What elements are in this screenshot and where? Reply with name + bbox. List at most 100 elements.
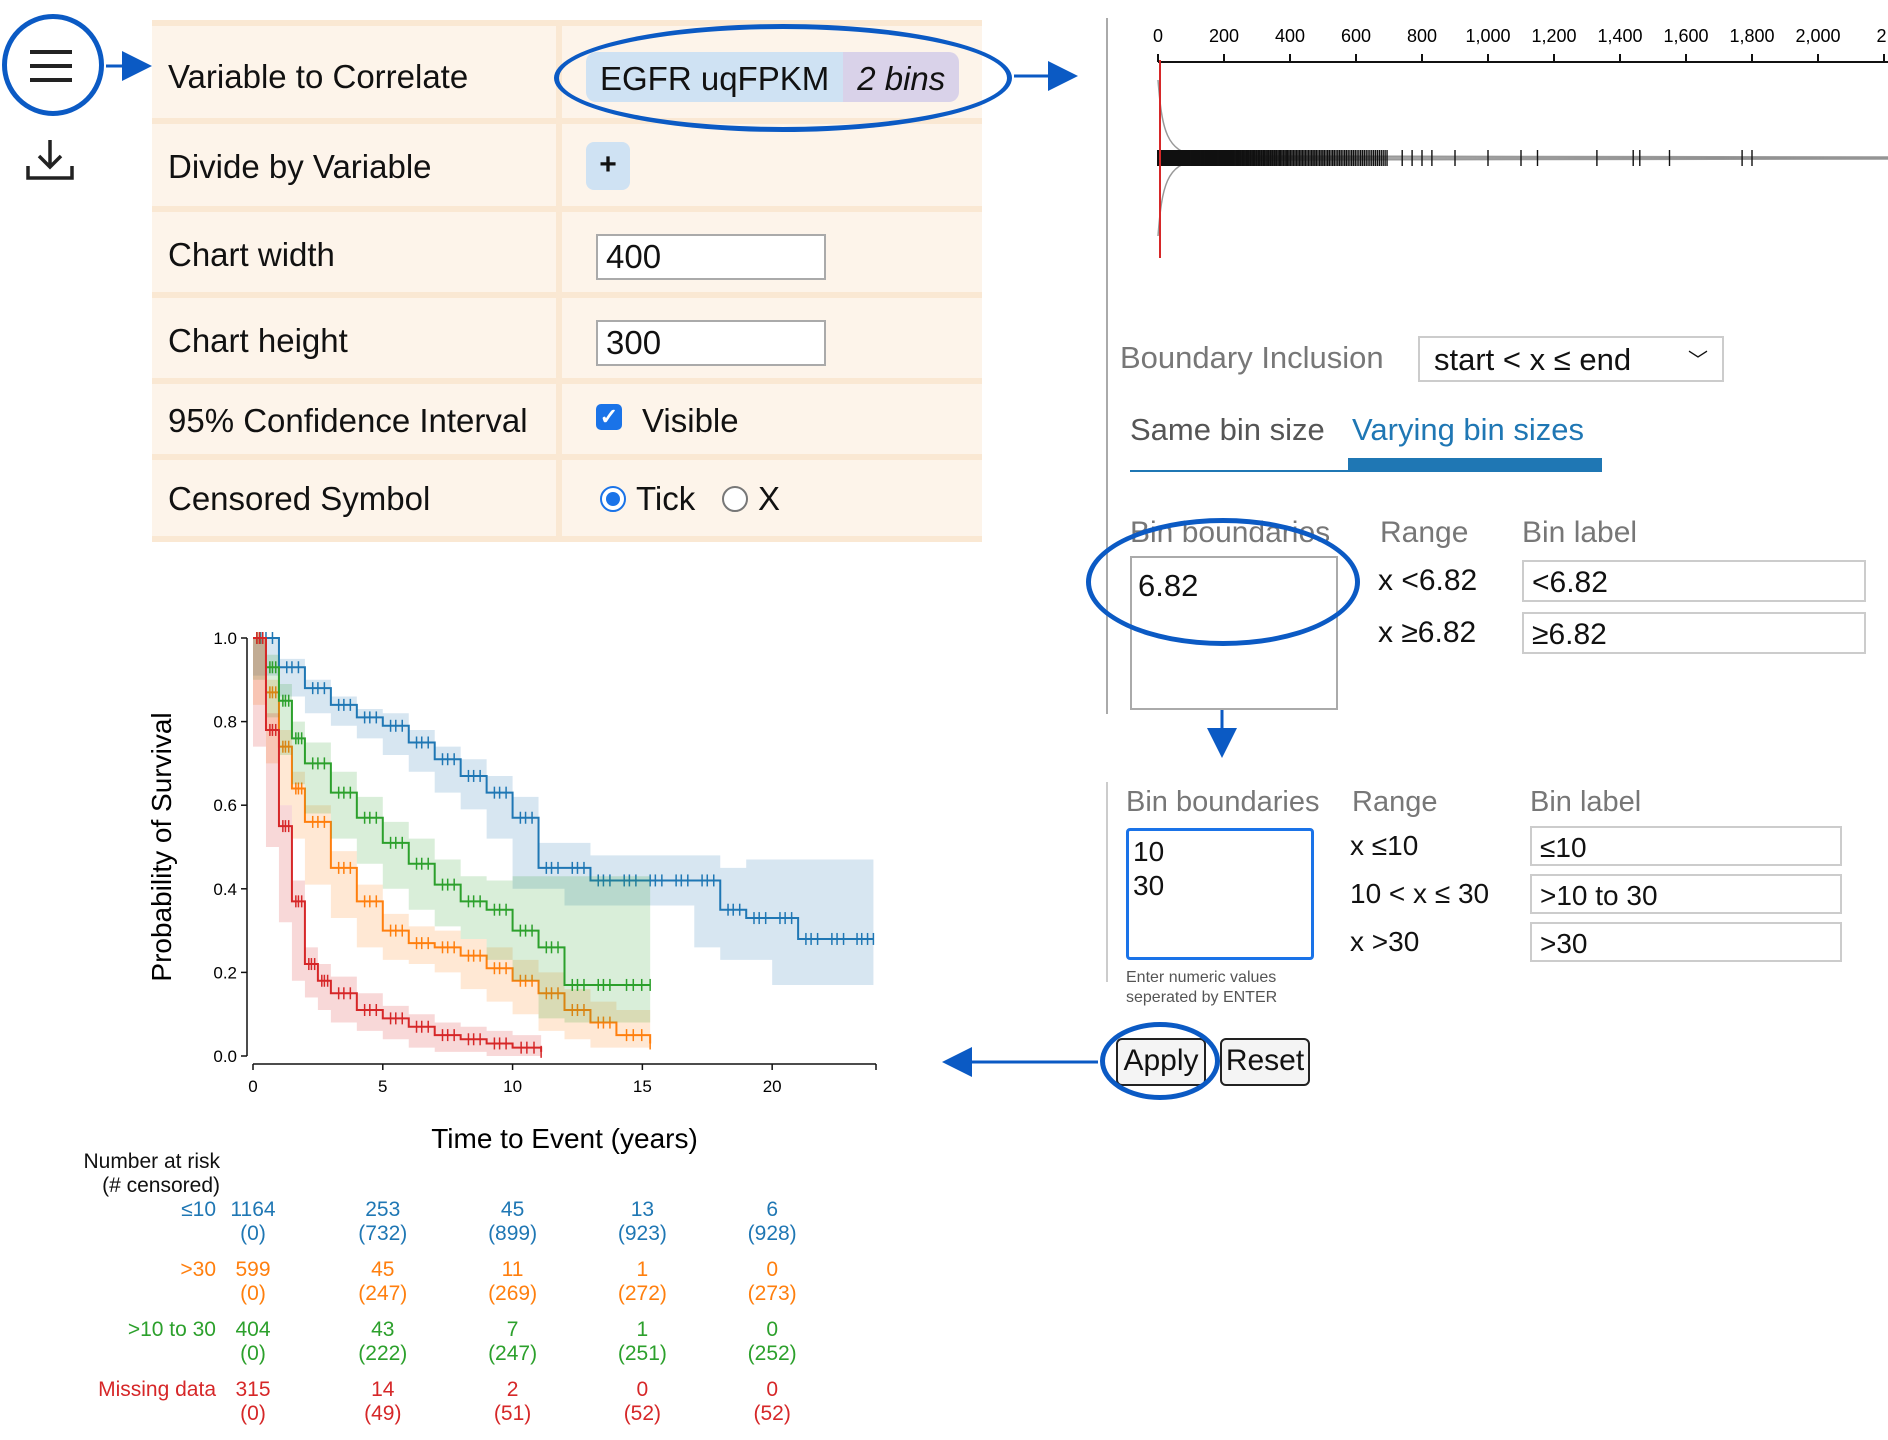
after-header-boundaries: Bin boundaries <box>1126 786 1320 818</box>
risk-cell: 1 (272) <box>592 1258 692 1306</box>
risk-at-risk-value: 7 <box>506 1318 519 1341</box>
risk-censored-value: (0) <box>240 1402 266 1425</box>
risk-at-risk-value: 599 <box>235 1258 271 1281</box>
censored-x-label: X <box>758 480 781 517</box>
row-censored-symbol: Censored Symbol Tick X <box>152 454 982 542</box>
after-range-1: 10 < x ≤ 30 <box>1350 878 1490 909</box>
risk-at-risk-value: 0 <box>766 1378 778 1401</box>
before-header-range: Range <box>1380 516 1469 549</box>
boundary-inclusion-select[interactable]: start < x ≤ end ﹀ <box>1418 336 1724 382</box>
risk-censored-value: (273) <box>747 1282 797 1305</box>
chart-width-input[interactable]: 400 <box>596 234 826 280</box>
risk-at-risk-value: 0 <box>766 1318 778 1341</box>
risk-table-header: Number at risk (# censored) <box>60 1150 220 1198</box>
risk-cell: 0 (52) <box>722 1378 822 1426</box>
density-curve-top <box>1157 79 1888 158</box>
risk-cell: 0 (252) <box>722 1318 822 1366</box>
censored-tick-radio[interactable] <box>600 486 626 512</box>
risk-table-header-line1: Number at risk <box>83 1150 220 1173</box>
risk-at-risk-value: 13 <box>630 1198 655 1221</box>
risk-cell: 7 (247) <box>463 1318 563 1366</box>
risk-censored-value: (52) <box>753 1402 791 1425</box>
reset-button[interactable]: Reset <box>1220 1038 1310 1086</box>
risk-cell: 404 (0) <box>203 1318 303 1366</box>
boundaries-highlight-ring <box>1086 518 1360 646</box>
tab-varying-bin-sizes[interactable]: Varying bin sizes <box>1352 412 1602 472</box>
before-bin-label-0[interactable]: <6.82 <box>1522 560 1866 602</box>
add-divide-variable-button[interactable]: + <box>586 142 630 190</box>
chart-height-input[interactable]: 300 <box>596 320 826 366</box>
row-separator <box>556 298 562 378</box>
after-bin-label-1[interactable]: >10 to 30 <box>1530 874 1842 914</box>
x-axis-title: Time to Event (years) <box>431 1123 698 1154</box>
boundary-inclusion-label: Boundary Inclusion <box>1120 340 1384 375</box>
after-boundaries-textarea[interactable]: 10 30 <box>1126 828 1314 960</box>
before-header-label: Bin label <box>1522 516 1638 549</box>
risk-at-risk-value: 0 <box>636 1378 649 1401</box>
survival-chart: 0.0 0.2 0.4 0.6 0.8 1.0 0 5 10 15 20 Time to Event … <box>146 629 877 1154</box>
row-divide-by: Divide by Variable + <box>152 118 982 207</box>
after-header-range: Range <box>1352 786 1438 818</box>
risk-at-risk-value: 43 <box>371 1318 395 1341</box>
ci-band-≤10 <box>253 638 874 985</box>
risk-cell: 45 (247) <box>333 1258 433 1306</box>
risk-at-risk-value: 1164 <box>230 1198 276 1221</box>
x-tick-label: 10 <box>503 1077 522 1096</box>
risk-cell: 14 (49) <box>333 1378 433 1426</box>
risk-censored-value: (732) <box>358 1222 408 1245</box>
boundary-inclusion-value: start < x ≤ end <box>1434 342 1632 377</box>
censored-tick-label: Tick <box>636 480 696 517</box>
risk-censored-value: (899) <box>488 1222 538 1245</box>
download-icon[interactable] <box>24 136 76 184</box>
risk-row-name: >30 <box>180 1258 216 1281</box>
risk-censored-value: (49) <box>364 1402 402 1425</box>
risk-cell: 6 (928) <box>722 1198 822 1246</box>
risk-censored-value: (52) <box>623 1402 662 1425</box>
divide-by-label: Divide by Variable <box>168 148 432 185</box>
before-bin-label-1[interactable]: ≥6.82 <box>1522 612 1866 654</box>
confidence-visible-checkbox[interactable]: ✓ <box>596 404 622 430</box>
risk-censored-value: (923) <box>617 1222 667 1245</box>
density-tick-label: 1,000 <box>1465 26 1510 46</box>
after-range-2: x >30 <box>1350 926 1420 957</box>
risk-censored-value: (928) <box>747 1222 797 1245</box>
density-curve-bottom <box>1157 158 1888 237</box>
density-tick-label: 600 <box>1341 26 1371 46</box>
density-tick-label: 2,000 <box>1795 26 1840 46</box>
row-chart-width: Chart width 400 <box>152 206 982 293</box>
risk-at-risk-value: 6 <box>766 1198 778 1221</box>
risk-at-risk-value: 11 <box>501 1258 524 1281</box>
density-tick-label: 800 <box>1407 26 1437 46</box>
after-bin-label-2[interactable]: >30 <box>1530 922 1842 962</box>
tab-underline <box>1130 470 1348 472</box>
apply-highlight-ring <box>1100 1022 1220 1100</box>
y-axis-title: Probability of Survival <box>146 712 177 981</box>
chevron-down-icon: ﹀ <box>1688 350 1708 372</box>
row-separator <box>556 212 562 292</box>
chart-height-label: Chart height <box>168 322 348 359</box>
risk-at-risk-value: 404 <box>235 1318 271 1341</box>
row-separator <box>556 124 562 206</box>
before-range-1: x ≥6.82 <box>1378 616 1477 649</box>
risk-cell: 13 (923) <box>592 1198 692 1246</box>
risk-at-risk-value: 14 <box>371 1378 395 1401</box>
density-tick-label: 400 <box>1275 26 1305 46</box>
risk-at-risk-value: 45 <box>500 1198 525 1221</box>
survival-curve-Missing data <box>253 637 543 1052</box>
variable-pill-highlight-ring <box>554 24 1012 132</box>
risk-censored-value: (252) <box>747 1342 797 1365</box>
censored-x-radio[interactable] <box>722 486 748 512</box>
risk-cell: 1164 (0) <box>203 1198 303 1246</box>
risk-censored-value: (269) <box>488 1282 538 1305</box>
hamburger-menu-icon[interactable] <box>30 50 72 82</box>
density-tick-label: 1,600 <box>1663 26 1708 46</box>
x-tick-label: 0 <box>248 1077 257 1096</box>
y-tick-label: 0.8 <box>213 713 237 732</box>
after-bin-label-0[interactable]: ≤10 <box>1530 826 1842 866</box>
risk-censored-value: (222) <box>358 1342 408 1365</box>
density-tick-label: 200 <box>1209 26 1239 46</box>
density-tick-label: 1,800 <box>1729 26 1774 46</box>
density-tick-label: 1,400 <box>1597 26 1642 46</box>
tab-same-bin-size[interactable]: Same bin size <box>1130 412 1350 472</box>
survival-curve->30 <box>253 637 652 1044</box>
